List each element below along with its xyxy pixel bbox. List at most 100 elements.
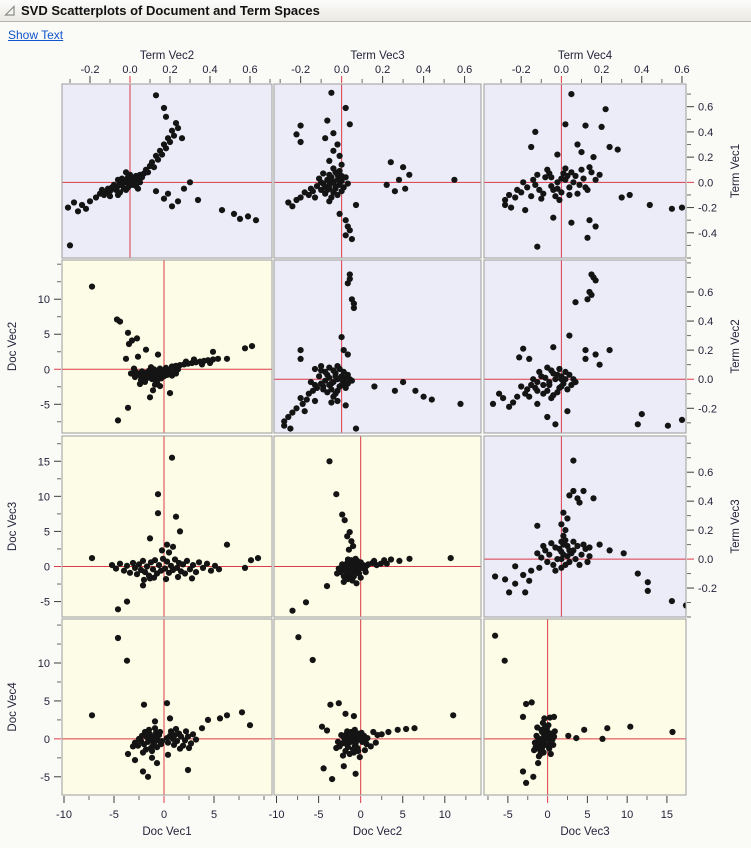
svg-text:5: 5 (44, 329, 50, 341)
data-point (74, 208, 82, 215)
data-point (328, 89, 335, 96)
data-point (332, 183, 339, 190)
scatter-panel-r2c2[interactable] (273, 259, 482, 434)
data-point (596, 171, 603, 178)
data-point (176, 528, 184, 535)
data-point (182, 358, 190, 365)
data-point (328, 380, 335, 387)
data-point (520, 179, 527, 186)
data-point (544, 558, 551, 566)
data-point (334, 397, 341, 405)
data-point (342, 217, 349, 224)
data-point (309, 656, 316, 664)
data-point (496, 390, 503, 397)
data-point (174, 573, 182, 581)
data-point (528, 567, 535, 574)
svg-text:5: 5 (400, 809, 406, 821)
data-point (329, 776, 336, 783)
bottom-axis-doc-vec1[interactable]: Doc Vec1 -10 -5 0 5 (56, 796, 265, 838)
right-axis-term-vec1-row1[interactable]: Term Vec1 -0.4 -0.2 0.0 0.2 0.4 0.6 (687, 93, 742, 259)
data-point (171, 732, 179, 739)
data-point (355, 747, 362, 755)
svg-text:5: 5 (44, 526, 50, 538)
scatter-panel-r4c2[interactable] (273, 618, 482, 796)
data-point (330, 147, 337, 154)
scatter-panel-r4c1[interactable] (61, 618, 273, 796)
scatter-panel-r3c1[interactable] (61, 435, 273, 618)
data-point (139, 749, 147, 756)
data-point (447, 555, 454, 562)
data-point (289, 607, 296, 614)
data-point (338, 188, 345, 195)
data-point (387, 159, 394, 166)
left-axis-doc-vec4[interactable]: Doc Vec4 -5 0 5 10 (7, 624, 61, 784)
svg-text:-0.2: -0.2 (698, 583, 717, 595)
svg-text:0: 0 (161, 809, 167, 821)
right-axis-term-vec2-row2[interactable]: Term Vec2 -0.2 0.0 0.2 0.4 0.6 (687, 262, 742, 424)
top-axis-term-vec3[interactable]: Term Vec3 -0.2 0.0 0.2 0.4 0.6 (279, 50, 472, 83)
data-point (394, 726, 401, 733)
data-point (151, 557, 159, 564)
scatter-panel-r1c2[interactable] (273, 83, 482, 259)
svg-text:Doc Vec4: Doc Vec4 (7, 682, 19, 732)
data-point (134, 353, 142, 360)
left-axis-doc-vec2[interactable]: Doc Vec2 -5 0 5 10 (7, 263, 61, 423)
data-point (512, 563, 519, 570)
disclosure-triangle-icon[interactable] (3, 4, 17, 18)
svg-text:-5: -5 (40, 772, 50, 784)
data-point (550, 561, 557, 569)
data-point (151, 718, 159, 725)
data-point (534, 243, 541, 250)
scatter-panel-r1c3[interactable] (483, 83, 687, 259)
data-point (123, 562, 131, 569)
data-point (297, 122, 304, 129)
data-point (322, 135, 329, 142)
data-point (387, 556, 395, 563)
data-point (241, 564, 249, 572)
data-point (163, 558, 171, 565)
data-point (531, 739, 539, 746)
scatter-panel-r2c3[interactable] (483, 259, 687, 434)
data-point (324, 117, 331, 124)
svg-text:10: 10 (621, 809, 633, 821)
data-point (526, 393, 533, 400)
svg-text:0: 0 (44, 561, 50, 573)
data-point (620, 550, 627, 557)
data-point (153, 744, 161, 751)
bottom-axis-doc-vec3[interactable]: Doc Vec3 -5 0 5 10 15 (487, 796, 673, 838)
data-point (516, 354, 523, 361)
data-point (604, 725, 611, 732)
data-point (566, 492, 573, 499)
data-point (535, 753, 543, 760)
scatter-panel-r2c1[interactable] (61, 259, 273, 434)
top-axis-term-vec2[interactable]: Term Vec2 -0.2 0.0 0.2 0.4 0.6 (69, 50, 271, 83)
data-point (141, 569, 149, 576)
svg-text:Term Vec3: Term Vec3 (350, 50, 404, 62)
data-point (562, 527, 569, 534)
scatter-panel-r4c3[interactable] (483, 618, 687, 796)
data-point (383, 181, 390, 188)
top-axis-term-vec4[interactable]: Term Vec4 -0.2 0.0 0.2 0.4 0.6 (500, 50, 690, 83)
svg-text:-0.4: -0.4 (698, 228, 717, 240)
data-point (502, 576, 509, 583)
data-point (350, 731, 357, 738)
bottom-axis-doc-vec2[interactable]: Doc Vec2 -10 -5 0 5 10 (269, 796, 467, 838)
data-point (411, 725, 418, 732)
data-point (323, 727, 331, 734)
svg-text:10: 10 (38, 491, 50, 503)
left-axis-doc-vec3[interactable]: Doc Vec3 -5 0 5 10 15 (7, 443, 61, 609)
data-point (168, 454, 176, 461)
data-point (318, 380, 325, 387)
data-point (169, 543, 177, 550)
svg-text:Doc Vec3: Doc Vec3 (7, 502, 19, 551)
data-point (391, 188, 398, 195)
scatter-panel-r1c1[interactable] (61, 83, 273, 259)
data-point (560, 509, 567, 516)
data-point (124, 750, 132, 758)
scatter-panel-r3c3[interactable] (483, 435, 689, 618)
scatter-panel-r3c2[interactable] (273, 435, 482, 618)
data-point (542, 732, 550, 739)
svg-text:Term Vec1: Term Vec1 (730, 144, 742, 198)
right-axis-term-vec3-row3[interactable]: Term Vec3 -0.2 0.0 0.2 0.4 0.6 (687, 442, 742, 618)
show-text-link[interactable]: Show Text (8, 28, 64, 42)
